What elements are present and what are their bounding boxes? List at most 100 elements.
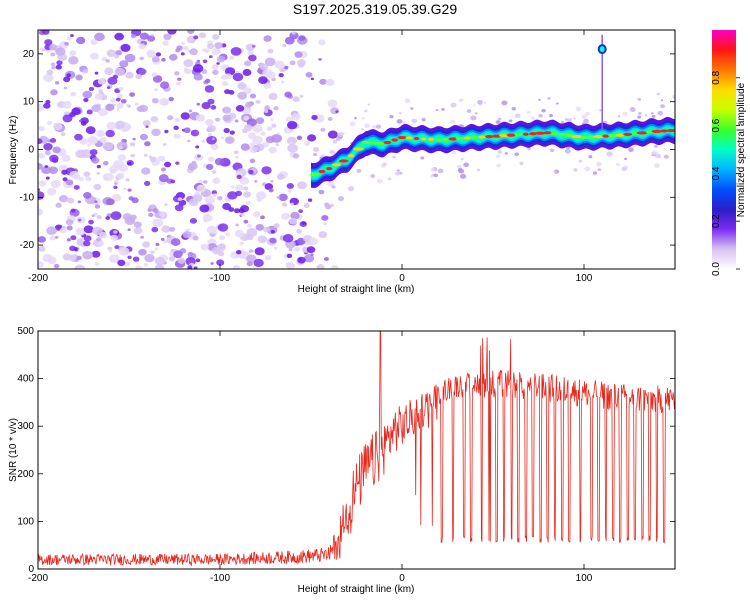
noise-blob xyxy=(495,154,501,159)
noise-blob xyxy=(119,60,129,68)
noise-blob xyxy=(398,171,403,175)
noise-blob xyxy=(59,227,67,234)
noise-blob xyxy=(592,171,598,175)
noise-blob xyxy=(106,49,116,57)
noise-blob xyxy=(206,135,217,145)
noise-blob xyxy=(276,132,280,135)
noise-blob xyxy=(452,151,457,155)
noise-blob xyxy=(169,53,178,61)
ridge-peak xyxy=(338,159,349,163)
noise-blob xyxy=(229,55,235,60)
noise-blob xyxy=(321,214,329,221)
noise-blob xyxy=(138,248,147,256)
noise-blob xyxy=(222,202,232,211)
ridge-peak xyxy=(368,141,378,145)
noise-blob xyxy=(318,231,328,239)
ridge-peak xyxy=(326,167,333,171)
noise-blob xyxy=(109,165,119,173)
noise-blob xyxy=(151,56,160,63)
noise-blob xyxy=(260,131,266,136)
noise-blob xyxy=(210,105,217,110)
noise-blob xyxy=(69,170,79,179)
noise-blob xyxy=(50,179,61,189)
noise-blob xyxy=(519,161,524,166)
noise-blob xyxy=(225,232,231,237)
noise-blob xyxy=(161,57,166,62)
noise-blob xyxy=(596,161,602,167)
noise-blob xyxy=(337,196,345,202)
spectrogram-xtick-label: -200 xyxy=(28,273,48,284)
noise-blob xyxy=(38,245,46,252)
noise-blob xyxy=(422,117,426,120)
noise-blob xyxy=(158,174,169,183)
noise-blob xyxy=(74,264,86,269)
noise-blob xyxy=(253,211,261,218)
noise-blob xyxy=(243,87,252,95)
spectrogram-ytick-label: 0 xyxy=(28,145,34,156)
noise-blob xyxy=(71,107,81,116)
noise-blob xyxy=(330,265,339,269)
noise-blob xyxy=(124,125,130,130)
noise-blob xyxy=(177,257,186,264)
noise-blob xyxy=(548,113,553,118)
noise-blob xyxy=(94,200,98,204)
ridge-peak xyxy=(666,128,675,133)
noise-blob xyxy=(41,166,52,175)
noise-blob xyxy=(38,208,44,216)
ridge-peak xyxy=(543,131,552,135)
noise-blob xyxy=(43,142,53,151)
noise-blob xyxy=(538,98,541,101)
noise-blob xyxy=(202,180,208,184)
noise-blob xyxy=(148,155,153,159)
noise-blob xyxy=(192,64,204,73)
noise-blob xyxy=(501,100,508,106)
noise-blob xyxy=(211,137,215,141)
noise-blob xyxy=(199,204,210,213)
noise-blob xyxy=(96,164,101,169)
noise-blob xyxy=(245,200,251,205)
noise-blob xyxy=(139,32,149,40)
noise-blob xyxy=(149,156,157,163)
noise-blob xyxy=(282,43,287,48)
noise-blob xyxy=(135,73,143,80)
noise-blob xyxy=(299,94,304,98)
ridge-peak xyxy=(535,131,546,135)
noise-blob xyxy=(155,52,162,57)
noise-blob xyxy=(599,109,602,112)
noise-blob xyxy=(167,30,177,35)
noise-blob xyxy=(188,198,199,207)
noise-blob xyxy=(259,63,269,71)
ridge-peak xyxy=(623,132,633,136)
noise-blob xyxy=(62,253,72,261)
noise-blob xyxy=(237,82,247,90)
noise-blob xyxy=(175,161,180,165)
noise-blob xyxy=(91,250,101,258)
noise-blob xyxy=(114,67,125,77)
noise-blob xyxy=(331,185,336,189)
noise-blob xyxy=(204,78,211,84)
noise-blob xyxy=(91,104,101,112)
colorbar-tick-label: 0.0 xyxy=(711,262,722,276)
noise-blob xyxy=(184,68,192,75)
noise-blob xyxy=(205,118,214,126)
noise-blob xyxy=(411,118,418,124)
noise-blob xyxy=(105,216,111,220)
spectrogram-xtick-label: 100 xyxy=(576,273,593,284)
noise-blob xyxy=(396,169,400,172)
noise-blob xyxy=(233,150,239,155)
colorbar-tick-label: 0.6 xyxy=(711,118,722,132)
noise-blob xyxy=(69,50,77,56)
noise-blob xyxy=(133,227,143,235)
noise-blob xyxy=(246,261,253,267)
noise-blob xyxy=(323,222,328,226)
noise-blob xyxy=(234,229,245,238)
noise-blob xyxy=(201,139,206,143)
noise-blob xyxy=(88,219,94,225)
noise-blob xyxy=(152,208,159,213)
noise-blob xyxy=(50,138,57,143)
noise-blob xyxy=(79,138,88,145)
snr-ytick-label: 200 xyxy=(17,469,34,480)
noise-blob xyxy=(127,255,132,260)
noise-blob xyxy=(303,203,310,209)
